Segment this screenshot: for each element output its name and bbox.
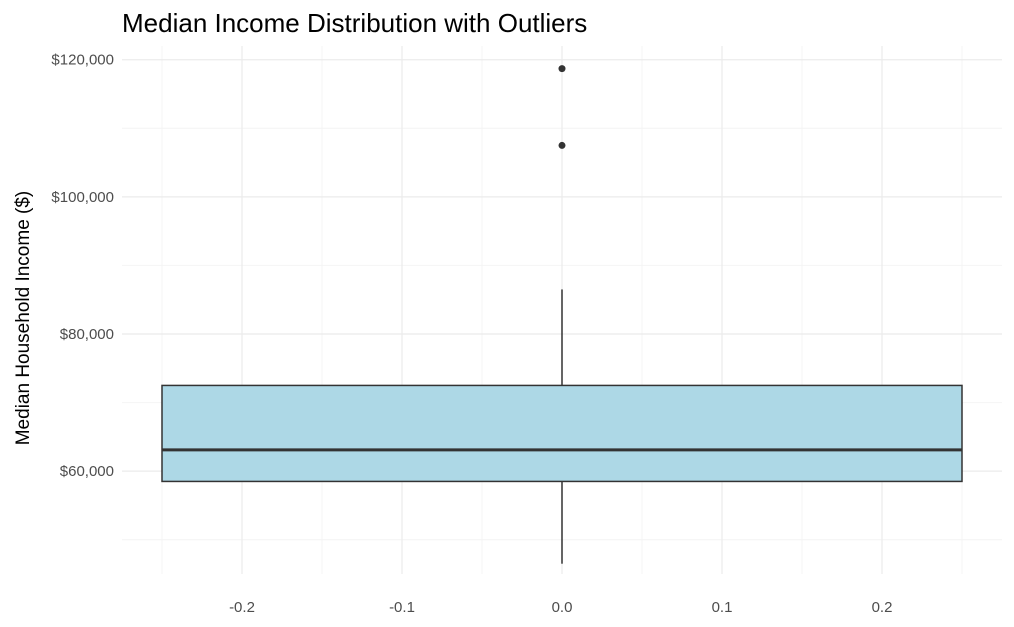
data-marks [161, 65, 963, 564]
outlier-point [558, 141, 566, 149]
y-tick-label: $120,000 [51, 52, 114, 69]
y-tick-label: $60,000 [60, 463, 114, 480]
outlier-point [558, 65, 566, 73]
y-tick-label: $100,000 [51, 189, 114, 206]
chart-title: Median Income Distribution with Outliers [122, 8, 587, 38]
iqr-box [161, 384, 963, 483]
x-tick-label: -0.1 [389, 599, 415, 616]
x-tick-label: 0.1 [712, 599, 733, 616]
y-axis-label: Median Household Income ($) [13, 191, 34, 446]
y-tick-label: $80,000 [60, 326, 114, 343]
x-tick-label: 0.2 [872, 599, 893, 616]
axis-labels: $60,000 $80,000 $100,000 $120,000 -0.2 -0.1 0.… [51, 52, 892, 616]
x-tick-label: 0.0 [552, 599, 573, 616]
x-tick-label: -0.2 [229, 599, 255, 616]
